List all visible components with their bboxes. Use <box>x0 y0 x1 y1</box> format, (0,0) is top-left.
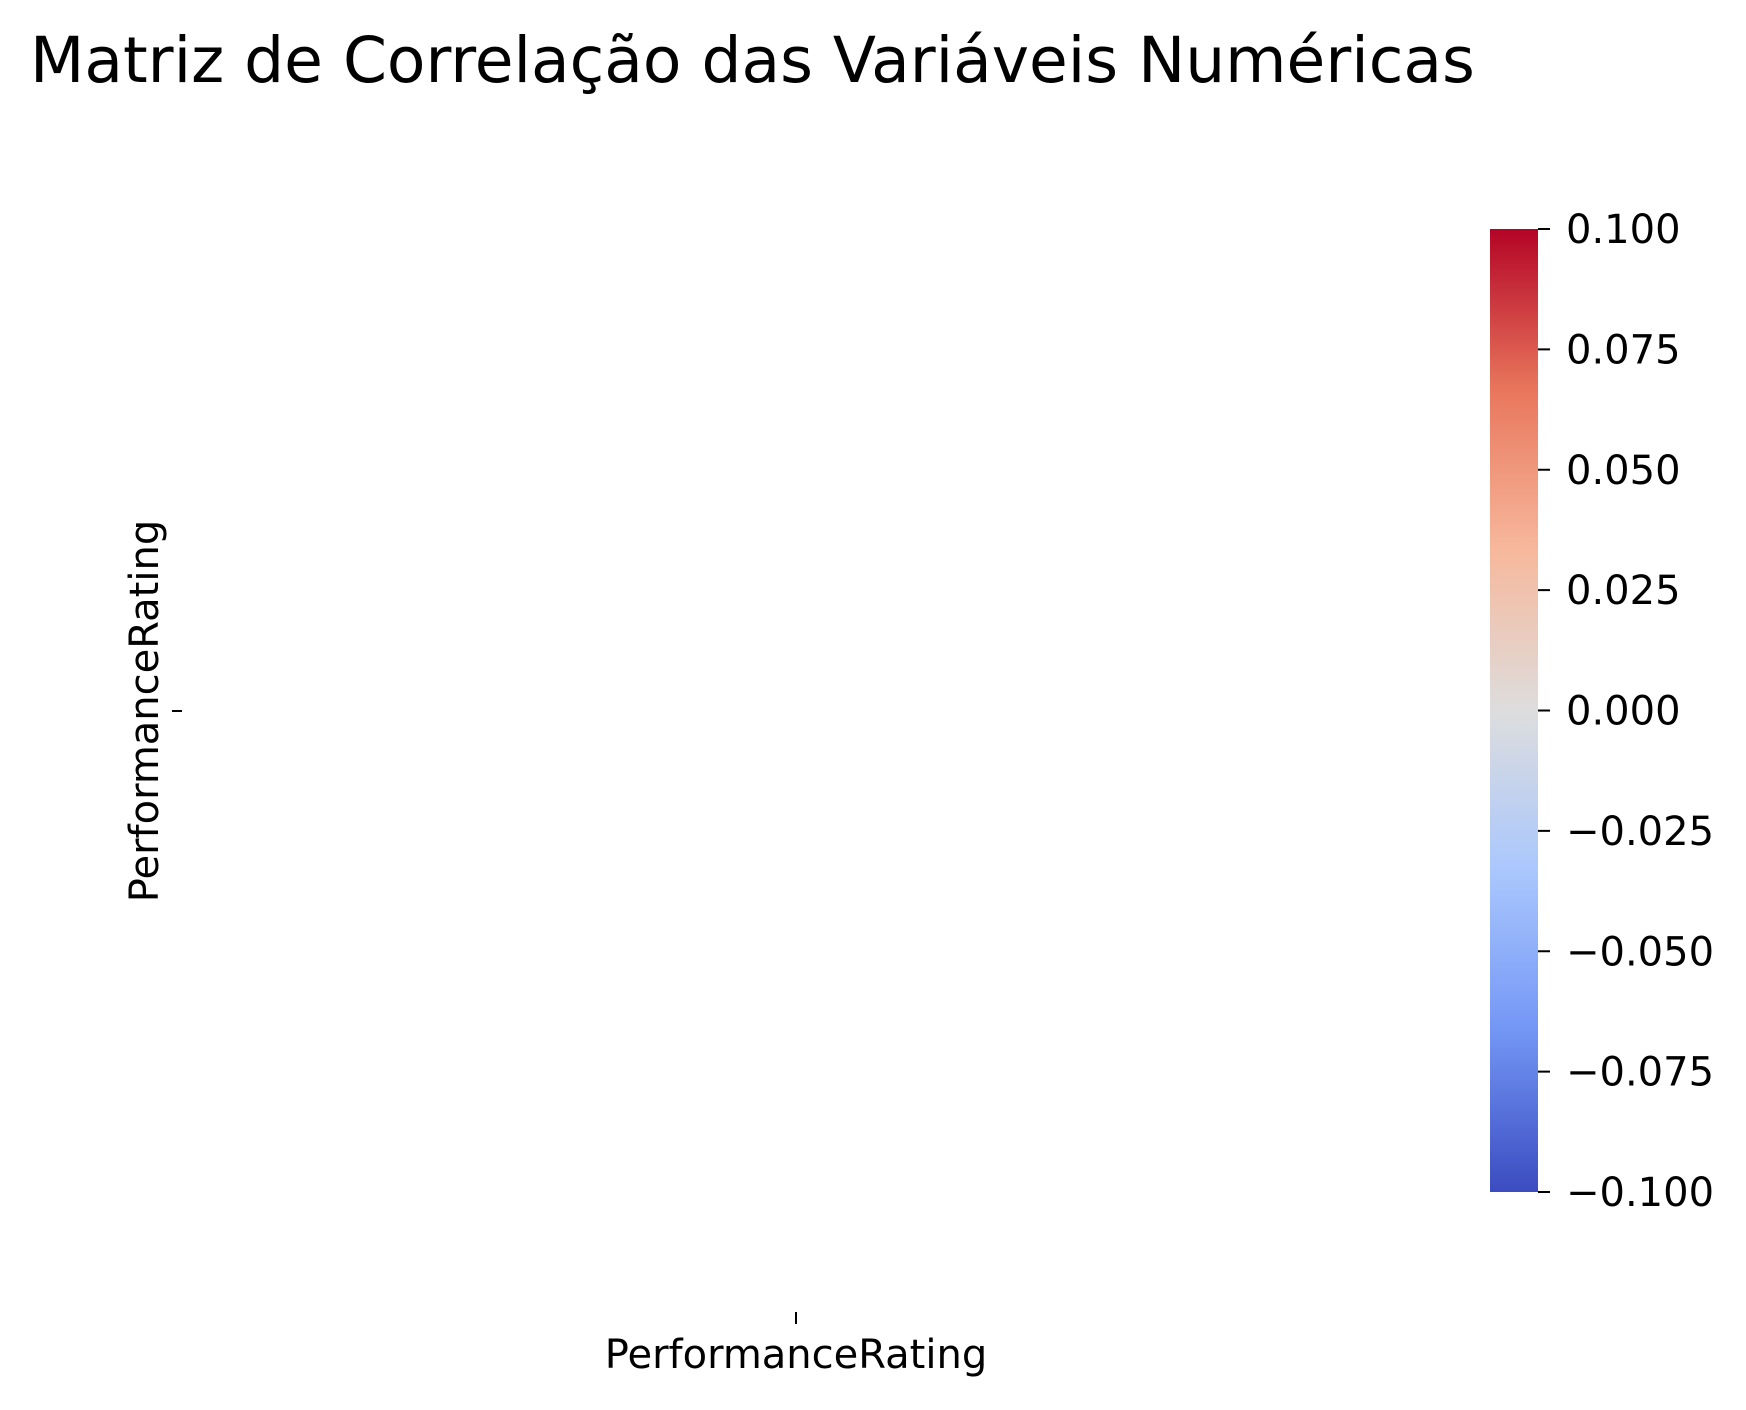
colorbar-tick-label: 0.000 <box>1566 689 1681 735</box>
colorbar-tick-label: 0.075 <box>1566 327 1681 373</box>
colorbar-tick-label: −0.100 <box>1566 1170 1714 1216</box>
chart-title: Matriz de Correlação das Variáveis Numér… <box>30 24 1475 97</box>
colorbar-tick-label: 0.025 <box>1566 568 1681 614</box>
heatmap-cell <box>180 230 810 1305</box>
colorbar-gradient <box>1490 229 1538 1192</box>
x-tick-label: PerformanceRating <box>605 1332 987 1378</box>
colorbar-ticks: 0.100 0.075 0.050 0.025 0.000 −0.025 −0.050 −0.… <box>1538 207 1714 1216</box>
colorbar: 0.100 0.075 0.050 0.025 0.000 −0.025 −0.050 −0.… <box>1490 207 1714 1216</box>
colorbar-tick-label: −0.025 <box>1566 809 1714 855</box>
colorbar-tick-label: 0.050 <box>1566 448 1681 494</box>
y-tick-label: PerformanceRating <box>122 520 168 902</box>
heatmap-area <box>180 230 810 1305</box>
y-axis: PerformanceRating <box>122 520 182 902</box>
x-axis: PerformanceRating <box>605 1312 987 1378</box>
colorbar-tick-label: 0.100 <box>1566 207 1681 253</box>
colorbar-tick-label: −0.050 <box>1566 929 1714 975</box>
colorbar-tick-label: −0.075 <box>1566 1050 1714 1096</box>
